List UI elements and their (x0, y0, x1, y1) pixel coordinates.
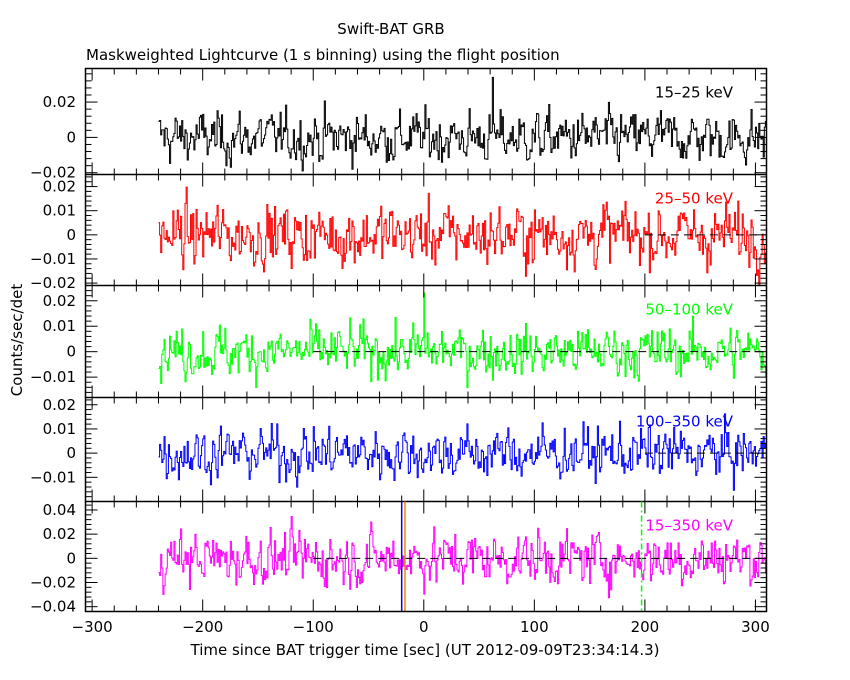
y-axis-label: Counts/sec/det (8, 284, 26, 397)
chart-title: Swift-BAT GRB (337, 20, 444, 38)
x-tick-labels: −300 −200 −100 0 100 200 300 (72, 618, 770, 636)
series-line (158, 413, 767, 491)
band-label: 100–350 keV (636, 413, 734, 431)
y-tick-label: 0.02 (43, 93, 76, 111)
y-tick-label: 0.01 (43, 420, 76, 438)
panel-5: −0.04 −0.02 0 0.02 0.04 15–350 keV (30, 500, 767, 616)
panel-4: −0.01 0 0.01 0.02 100–350 keV (30, 396, 767, 502)
panel-1: −0.02 0 0.02 15–25 keV (30, 68, 767, 182)
y-tick-label: −0.02 (30, 274, 76, 292)
band-label: 15–350 keV (645, 517, 733, 535)
series-line (158, 516, 767, 599)
x-axis-label: Time since BAT trigger time [sec] (UT 20… (190, 641, 660, 659)
y-tick-label: −0.02 (30, 573, 76, 591)
x-tick-label: 200 (631, 618, 660, 636)
y-tick-label: −0.01 (30, 468, 76, 486)
panel-3: −0.01 0 0.01 0.02 50–100 keV (30, 284, 767, 398)
y-tick-label: 0 (66, 444, 76, 462)
plot-frame (84, 67, 768, 613)
y-tick-label: 0.04 (43, 501, 76, 519)
x-tick-label: 100 (520, 618, 549, 636)
panels: −0.02 0 0.02 15–25 keV −0.02 −0.01 0 0.01 0.02 25… (30, 68, 767, 616)
y-tick-label: −0.01 (30, 250, 76, 268)
chart-subtitle: Maskweighted Lightcurve (1 s binning) us… (86, 46, 560, 64)
x-tick-label: −100 (293, 618, 334, 636)
y-tick-label: 0 (66, 343, 76, 361)
band-label: 15–25 keV (655, 84, 734, 102)
panel-2: −0.02 −0.01 0 0.01 0.02 25–50 keV (30, 173, 767, 292)
y-tick-label: 0.02 (43, 292, 76, 310)
vertical-markers (400, 501, 643, 612)
y-tick-label: 0.01 (43, 202, 76, 220)
y-tick-label: 0 (66, 226, 76, 244)
y-tick-label: 0.01 (43, 317, 76, 335)
x-tick-label: 0 (419, 618, 429, 636)
x-tick-label: −300 (72, 618, 113, 636)
y-tick-label: −0.02 (30, 164, 76, 182)
y-tick-label: 0.02 (43, 525, 76, 543)
y-tick-label: −0.04 (30, 598, 76, 616)
band-label: 50–100 keV (645, 301, 733, 319)
y-tick-label: 0.02 (43, 396, 76, 414)
y-tick-label: 0.02 (43, 178, 76, 196)
series-line (158, 76, 767, 172)
y-tick-label: 0 (66, 128, 76, 146)
band-label: 25–50 keV (655, 190, 734, 208)
series-line (158, 186, 767, 286)
x-tick-label: 300 (741, 618, 770, 636)
y-tick-label: 0 (66, 549, 76, 567)
y-tick-label: −0.01 (30, 368, 76, 386)
x-tick-label: −200 (182, 618, 223, 636)
series-line (158, 292, 767, 389)
